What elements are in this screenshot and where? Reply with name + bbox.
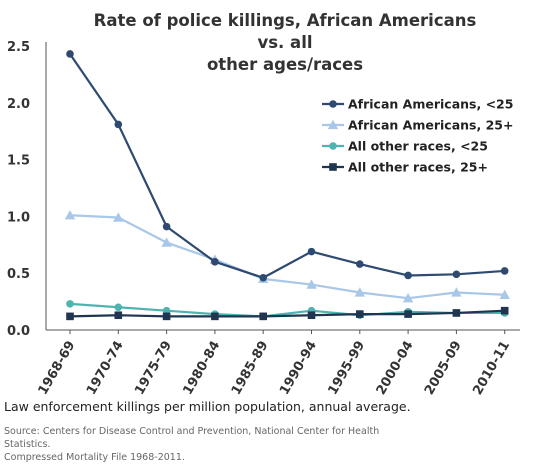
- data-point: [259, 273, 268, 282]
- data-point: [66, 312, 74, 321]
- legend-label: African Americans, <25: [348, 97, 513, 112]
- data-point: [500, 306, 509, 315]
- data-point: [307, 311, 316, 320]
- data-point: [452, 309, 461, 317]
- series-line: [69, 309, 505, 318]
- data-point: [354, 287, 365, 297]
- data-point: [356, 310, 364, 318]
- source-line-1: Source: Centers for Disease Control and …: [4, 426, 380, 450]
- x-tick-label: 1975-79: [132, 339, 175, 398]
- data-point: [402, 292, 414, 303]
- data-point: [66, 50, 74, 58]
- x-tick-label: 1980-84: [181, 339, 224, 398]
- data-point: [500, 267, 509, 275]
- legend-marker: [329, 142, 337, 150]
- data-point: [114, 120, 123, 129]
- data-point: [307, 247, 316, 256]
- y-tick-label: 1.0: [7, 210, 30, 225]
- data-point: [211, 258, 219, 266]
- data-point: [306, 279, 317, 289]
- x-tick-label: 1985-89: [229, 339, 272, 398]
- data-point: [452, 270, 461, 279]
- source-line-2: Compressed Mortality File 1968-2011.: [4, 452, 185, 463]
- y-tick-label: 2.5: [7, 40, 30, 55]
- data-point: [66, 300, 74, 308]
- data-point: [211, 312, 219, 321]
- legend-marker: [329, 163, 337, 171]
- y-tick-label: 0.5: [7, 267, 30, 282]
- chart-title-line-2: other ages/races: [206, 55, 364, 74]
- data-point: [356, 260, 364, 268]
- x-tick-label: 1990-94: [277, 339, 320, 398]
- chart: 0.0 0.5 1.0 1.5 2.0 2.5 1968-69 1970-74 1975-79 1…: [7, 10, 520, 398]
- series-line: [69, 53, 505, 279]
- y-tick-label: 2.0: [7, 97, 30, 112]
- x-tick-label: 2010-11: [470, 339, 513, 398]
- data-point: [114, 311, 123, 320]
- data-point: [161, 237, 172, 247]
- legend-label: African Americans, 25+: [348, 118, 513, 133]
- chart-title: Rate of police killings, African America…: [90, 10, 480, 76]
- x-tick-label: 1995-99: [325, 339, 368, 398]
- data-point: [64, 210, 76, 220]
- data-point: [451, 287, 462, 297]
- y-tick-label: 1.5: [7, 154, 30, 169]
- series-line: [69, 214, 505, 300]
- x-tick-label: 2005-09: [422, 339, 465, 398]
- source-note: Source: Centers for Disease Control and …: [4, 425, 404, 464]
- data-point: [259, 312, 267, 321]
- data-point: [114, 303, 123, 312]
- series-line: [69, 302, 505, 318]
- data-point: [113, 212, 124, 222]
- legend-label: All other races, 25+: [348, 160, 488, 175]
- data-point: [404, 310, 412, 318]
- chart-caption: Law enforcement killings per million pop…: [4, 399, 411, 414]
- x-tick-label: 2000-04: [374, 339, 417, 398]
- chart-title-line-1: Rate of police killings, African America…: [93, 11, 477, 52]
- x-tick-label: 1968-69: [36, 339, 79, 398]
- data-point: [162, 312, 171, 321]
- legend-label: All other races, <25: [348, 139, 488, 154]
- y-tick-label: 0.0: [7, 324, 30, 339]
- data-point: [404, 271, 412, 280]
- legend-marker: [327, 119, 339, 130]
- legend-marker: [329, 100, 337, 108]
- data-point: [499, 289, 510, 299]
- data-point: [162, 222, 171, 231]
- x-tick-label: 1970-74: [84, 339, 127, 398]
